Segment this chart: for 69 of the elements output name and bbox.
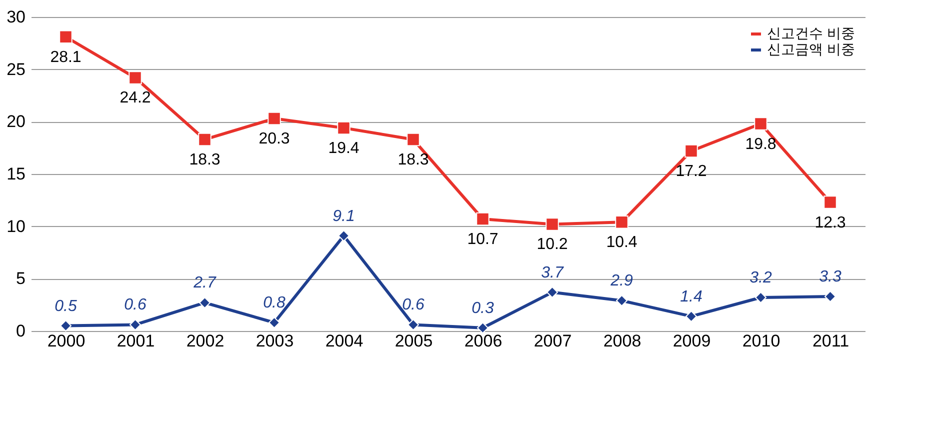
point: [546, 218, 559, 231]
point: [128, 71, 142, 84]
legend-label: 신고금액 비중: [767, 41, 855, 57]
x-tick-label: 2006: [464, 332, 502, 350]
data-label: 10.2: [536, 236, 568, 254]
point: [616, 294, 628, 306]
point: [824, 290, 836, 302]
data-label: 28.1: [50, 48, 82, 66]
point: [199, 296, 210, 308]
x-tick-label: 2003: [256, 332, 294, 350]
x-tick-label: 2000: [47, 332, 86, 350]
point: [684, 144, 698, 158]
point: [615, 216, 628, 229]
point: [408, 318, 419, 330]
point: [546, 286, 558, 298]
y-tick-label: 15: [6, 164, 26, 184]
data-label: 17.2: [676, 162, 707, 180]
point: [337, 121, 350, 135]
y-tick-label: 30: [6, 8, 26, 26]
data-label: 18.3: [398, 151, 429, 168]
point: [198, 132, 212, 146]
x-tick-label: 2002: [186, 332, 224, 350]
data-label: 10.4: [606, 234, 638, 252]
point: [824, 196, 837, 209]
x-tick-label: 2010: [742, 332, 780, 350]
point: [686, 310, 697, 322]
y-tick-label: 10: [6, 216, 26, 236]
legend-label: 신고건수 비중: [767, 25, 855, 41]
data-label: 0.6: [402, 296, 424, 314]
data-label: 3.2: [750, 270, 772, 287]
data-label: 1.4: [680, 288, 702, 306]
data-label: 2.7: [192, 274, 217, 292]
point: [268, 316, 280, 328]
point: [60, 320, 72, 332]
data-label: 10.7: [467, 231, 498, 248]
point: [477, 322, 488, 334]
data-label: 2.9: [610, 272, 633, 290]
data-label: 20.3: [258, 130, 290, 148]
point: [338, 230, 350, 242]
data-label: 3.3: [819, 268, 842, 286]
point: [755, 292, 766, 304]
point: [130, 318, 141, 330]
data-label: 18.3: [189, 151, 220, 168]
x-tick-label: 2008: [603, 332, 642, 350]
point: [754, 117, 768, 130]
point: [59, 30, 72, 44]
x-tick-label: 2009: [672, 332, 711, 350]
data-label: 0.3: [472, 300, 494, 317]
x-tick-label: 2007: [534, 332, 572, 350]
data-label: 0.8: [263, 294, 286, 312]
y-tick-label: 5: [16, 269, 26, 288]
y-tick-label: 25: [6, 60, 26, 79]
data-label: 19.4: [328, 140, 360, 157]
data-label: 0.6: [124, 296, 146, 314]
data-label: 12.3: [814, 214, 846, 232]
x-tick-label: 2005: [394, 332, 433, 350]
y-tick-label: 20: [6, 112, 26, 132]
point: [406, 132, 420, 146]
x-tick-label: 2001: [116, 332, 155, 350]
x-tick-label: 2004: [325, 332, 364, 350]
data-label: 24.2: [120, 90, 151, 107]
data-label: 9.1: [332, 208, 355, 225]
data-label: 0.5: [54, 298, 77, 315]
point: [476, 212, 490, 226]
data-label: 3.7: [541, 264, 564, 282]
x-tick-label: 2011: [812, 332, 850, 350]
data-label: 19.8: [745, 136, 776, 153]
y-tick-label: 0: [16, 322, 26, 340]
point: [268, 112, 281, 126]
